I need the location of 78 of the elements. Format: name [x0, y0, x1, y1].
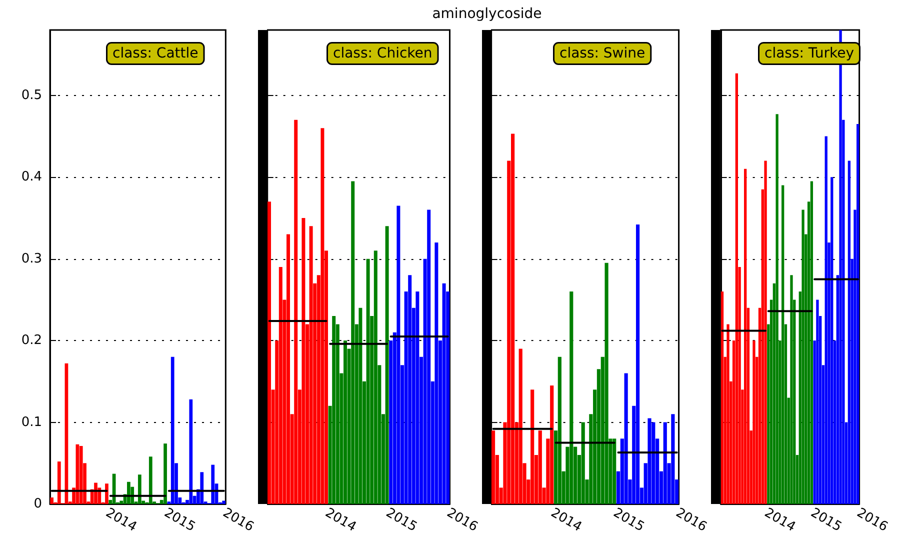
bar — [211, 464, 215, 504]
bar — [105, 484, 108, 504]
bar — [396, 206, 400, 504]
bar — [332, 316, 336, 504]
bar — [604, 262, 608, 504]
bar — [802, 210, 804, 504]
bar — [320, 128, 324, 504]
bar — [671, 414, 675, 504]
bar — [636, 224, 640, 504]
bar — [830, 177, 834, 504]
bar — [164, 444, 167, 504]
bar — [416, 292, 420, 504]
bar — [200, 472, 204, 504]
bar — [366, 258, 370, 504]
bar — [302, 218, 306, 504]
bar — [816, 300, 819, 504]
bar — [752, 340, 756, 504]
bar — [720, 292, 724, 504]
bar — [491, 430, 496, 504]
bar — [427, 210, 431, 504]
bar — [408, 275, 412, 504]
bar — [612, 438, 616, 504]
bar — [434, 242, 438, 504]
bar — [648, 418, 652, 504]
bar — [550, 386, 554, 504]
bar — [558, 356, 562, 504]
y-tick-label: 0.5 — [21, 88, 42, 103]
bar — [624, 373, 628, 504]
y-tick-label: 0.1 — [21, 414, 42, 430]
bar — [222, 500, 226, 504]
bar — [351, 181, 355, 504]
bar — [848, 160, 851, 504]
bar — [856, 124, 860, 504]
annotation: class: Cattle — [112, 46, 198, 62]
bar — [278, 267, 282, 504]
bar — [570, 292, 574, 504]
text: aminoglycoside — [431, 5, 543, 24]
bar — [530, 390, 534, 504]
y-tick-label: 0 — [34, 496, 42, 512]
bar — [442, 283, 446, 504]
bar — [50, 497, 54, 504]
bar — [286, 234, 290, 504]
bar — [581, 422, 585, 504]
bar — [518, 348, 522, 504]
annotation: class: Swine — [560, 46, 646, 62]
bar — [374, 250, 378, 504]
bar — [358, 308, 362, 504]
bar — [782, 185, 784, 504]
bar — [268, 202, 272, 504]
bar — [94, 482, 98, 504]
bar — [790, 275, 793, 504]
bar — [510, 134, 515, 504]
bar — [652, 422, 656, 504]
bar — [764, 160, 767, 504]
bar — [294, 120, 298, 504]
y-tick-label: 0.4 — [21, 170, 42, 185]
bar — [538, 430, 542, 504]
y-tick-label: 0.2 — [21, 333, 42, 348]
bar — [79, 446, 83, 504]
annotation: class: Turkey — [764, 46, 854, 62]
bar — [148, 456, 152, 504]
bar — [138, 474, 142, 504]
bar — [735, 73, 738, 504]
bar — [309, 226, 313, 504]
bar — [385, 226, 389, 504]
bar — [57, 462, 61, 504]
bar — [170, 356, 174, 504]
bar — [127, 482, 130, 504]
bar — [189, 399, 193, 504]
bar — [663, 422, 667, 504]
bar — [726, 324, 730, 504]
bar — [810, 181, 814, 504]
annotation: class: Chicken — [333, 46, 432, 62]
bar — [824, 136, 828, 504]
bar — [744, 168, 747, 504]
y-tick-label: 0.3 — [21, 251, 42, 266]
bar — [344, 340, 347, 504]
bar — [776, 114, 778, 504]
